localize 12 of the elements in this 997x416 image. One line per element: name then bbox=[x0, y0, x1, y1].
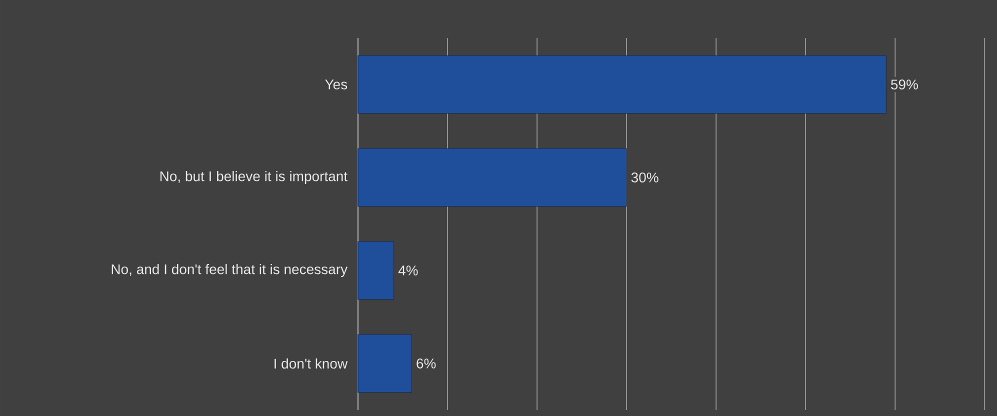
data-label: 59% bbox=[891, 80, 918, 90]
y-tick-label: No, but I believe it is important bbox=[160, 170, 348, 184]
bar bbox=[358, 55, 886, 114]
bar bbox=[358, 148, 627, 207]
y-tick-label: I don't know bbox=[274, 358, 348, 369]
y-tick-label: Yes bbox=[325, 80, 348, 90]
bar bbox=[358, 334, 412, 393]
data-label: 4% bbox=[398, 266, 418, 276]
y-tick-label: No, and I don't feel that it is necessary bbox=[112, 264, 348, 278]
bar bbox=[358, 241, 394, 300]
data-label: 30% bbox=[631, 172, 658, 182]
data-label: 6% bbox=[416, 358, 436, 368]
